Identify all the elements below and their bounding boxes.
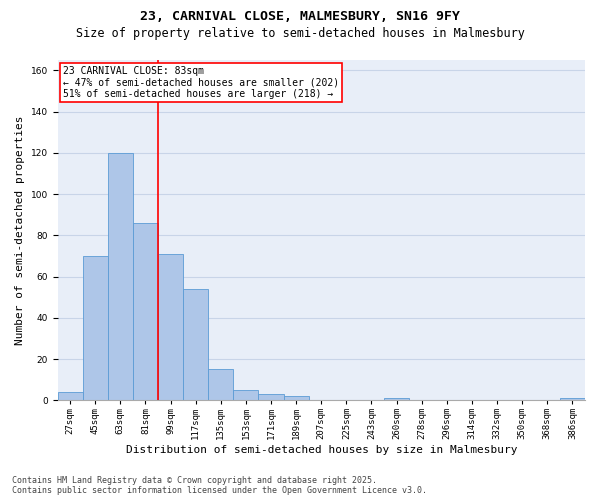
Bar xyxy=(208,370,233,400)
Text: 23 CARNIVAL CLOSE: 83sqm
← 47% of semi-detached houses are smaller (202)
51% of : 23 CARNIVAL CLOSE: 83sqm ← 47% of semi-d… xyxy=(62,66,338,100)
Bar xyxy=(233,390,259,400)
Text: Size of property relative to semi-detached houses in Malmesbury: Size of property relative to semi-detach… xyxy=(76,28,524,40)
Bar xyxy=(133,223,158,400)
Text: Contains HM Land Registry data © Crown copyright and database right 2025.
Contai: Contains HM Land Registry data © Crown c… xyxy=(12,476,427,495)
Bar xyxy=(58,392,83,400)
Bar xyxy=(83,256,108,400)
Bar xyxy=(284,396,309,400)
Bar xyxy=(384,398,409,400)
Bar xyxy=(158,254,183,400)
Bar xyxy=(560,398,585,400)
Bar xyxy=(259,394,284,400)
Text: 23, CARNIVAL CLOSE, MALMESBURY, SN16 9FY: 23, CARNIVAL CLOSE, MALMESBURY, SN16 9FY xyxy=(140,10,460,23)
Bar xyxy=(183,289,208,400)
Bar xyxy=(108,153,133,400)
X-axis label: Distribution of semi-detached houses by size in Malmesbury: Distribution of semi-detached houses by … xyxy=(125,445,517,455)
Y-axis label: Number of semi-detached properties: Number of semi-detached properties xyxy=(15,116,25,345)
